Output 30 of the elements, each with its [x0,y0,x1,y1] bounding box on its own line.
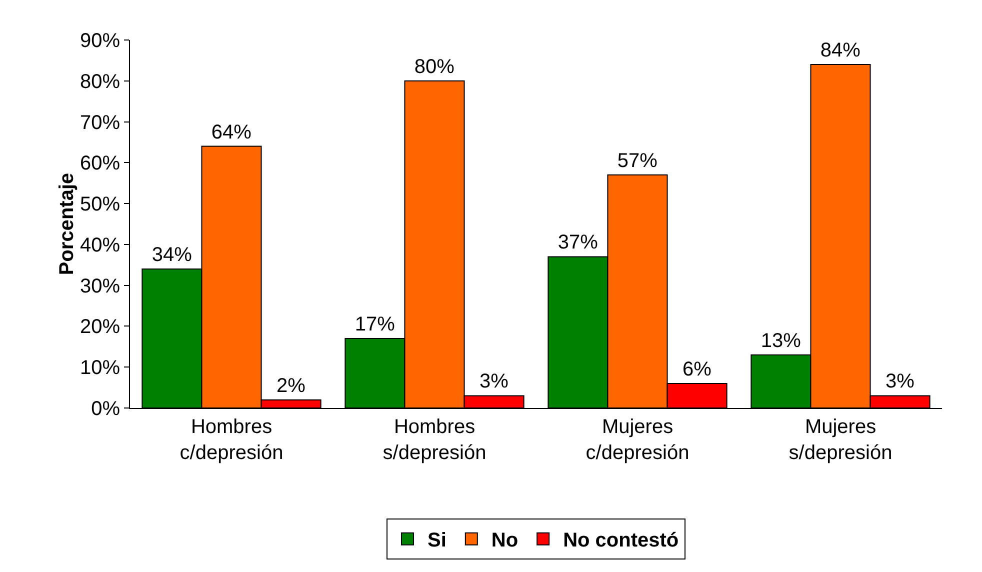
y-tick-label: 60% [80,152,120,175]
x-tick-label: Hombres c/depresión [180,416,284,464]
y-tick-label: 50% [80,194,120,216]
y-tick-label: 80% [80,70,120,93]
y-tick-label: 10% [80,357,120,380]
x-tick-label: Mujeres c/depresión [586,416,690,464]
y-tick-label: 0% [91,398,120,420]
y-tick-label: 40% [80,234,120,256]
data-label: 3% [479,370,509,393]
data-label: 80% [414,56,455,78]
data-label: 84% [820,40,861,62]
y-tick-label: 20% [80,316,120,338]
data-label: 57% [617,150,658,172]
data-label: 64% [211,121,252,144]
legend-label: Si [428,530,446,552]
x-tick-label: Hombres s/depresión [382,416,486,464]
y-tick-label: 70% [80,112,120,134]
y-tick-label: 90% [80,30,120,52]
data-label: 13% [760,330,802,352]
data-label: 2% [276,374,306,397]
data-label: 34% [152,244,192,266]
y-tick-label: 30% [80,275,120,298]
data-label: 37% [558,232,598,254]
data-label: 17% [354,313,396,336]
legend-label: No contestó [563,530,679,552]
x-tick-label: Mujeres s/depresión [788,416,892,464]
y-axis-title: Porcentaje [56,172,78,276]
data-label: 6% [682,358,712,380]
data-label: 3% [885,370,915,393]
legend-label: No [491,530,518,552]
